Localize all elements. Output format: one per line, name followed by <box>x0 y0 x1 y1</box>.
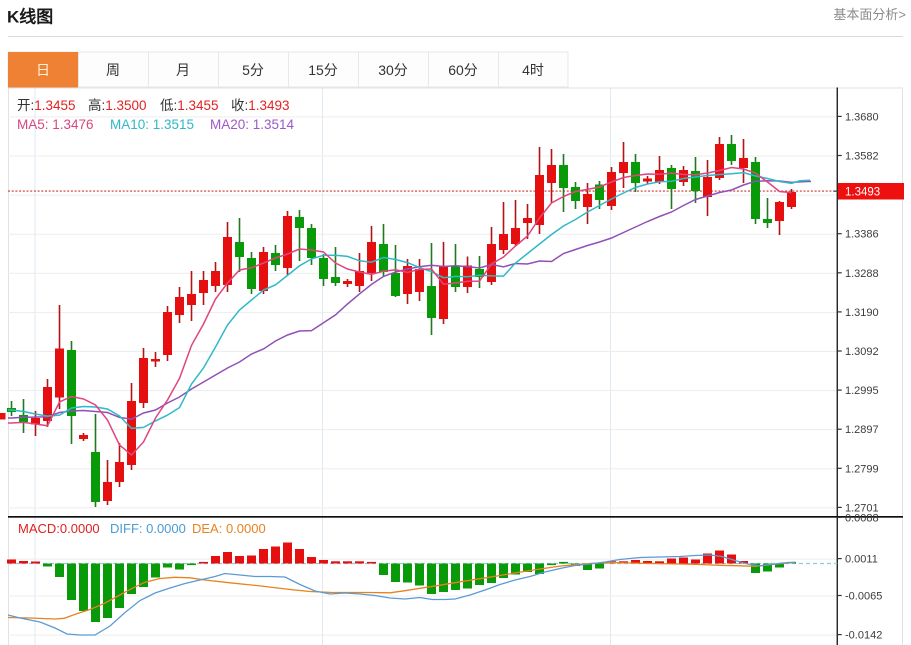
svg-text:4时: 4时 <box>522 62 544 78</box>
svg-text:1.2799: 1.2799 <box>845 463 879 475</box>
svg-text:日: 日 <box>36 62 50 78</box>
svg-text:1.3493: 1.3493 <box>845 187 880 199</box>
svg-text:1.3190: 1.3190 <box>845 307 879 319</box>
svg-text:1.3582: 1.3582 <box>845 151 879 163</box>
svg-text:月: 月 <box>176 62 190 78</box>
svg-text:-0.0065: -0.0065 <box>845 591 882 603</box>
svg-text:0.0011: 0.0011 <box>845 554 878 566</box>
svg-text:K线图: K线图 <box>7 7 53 27</box>
svg-text:60分: 60分 <box>448 62 478 78</box>
svg-text:5分: 5分 <box>242 62 264 78</box>
svg-text:1.2897: 1.2897 <box>845 424 879 436</box>
svg-text:30分: 30分 <box>378 62 408 78</box>
svg-text:基本面分析>: 基本面分析> <box>833 7 906 22</box>
svg-text:1.2995: 1.2995 <box>845 385 879 397</box>
svg-text:1.2701: 1.2701 <box>845 502 879 514</box>
svg-text:1.3386: 1.3386 <box>845 229 879 241</box>
svg-text:15分: 15分 <box>308 62 338 78</box>
svg-text:周: 周 <box>106 62 120 78</box>
svg-text:0.0088: 0.0088 <box>845 512 879 524</box>
svg-text:1.3092: 1.3092 <box>845 346 879 358</box>
svg-text:-0.0142: -0.0142 <box>845 630 882 642</box>
svg-text:1.3288: 1.3288 <box>845 268 879 280</box>
svg-text:1.3680: 1.3680 <box>845 111 879 123</box>
